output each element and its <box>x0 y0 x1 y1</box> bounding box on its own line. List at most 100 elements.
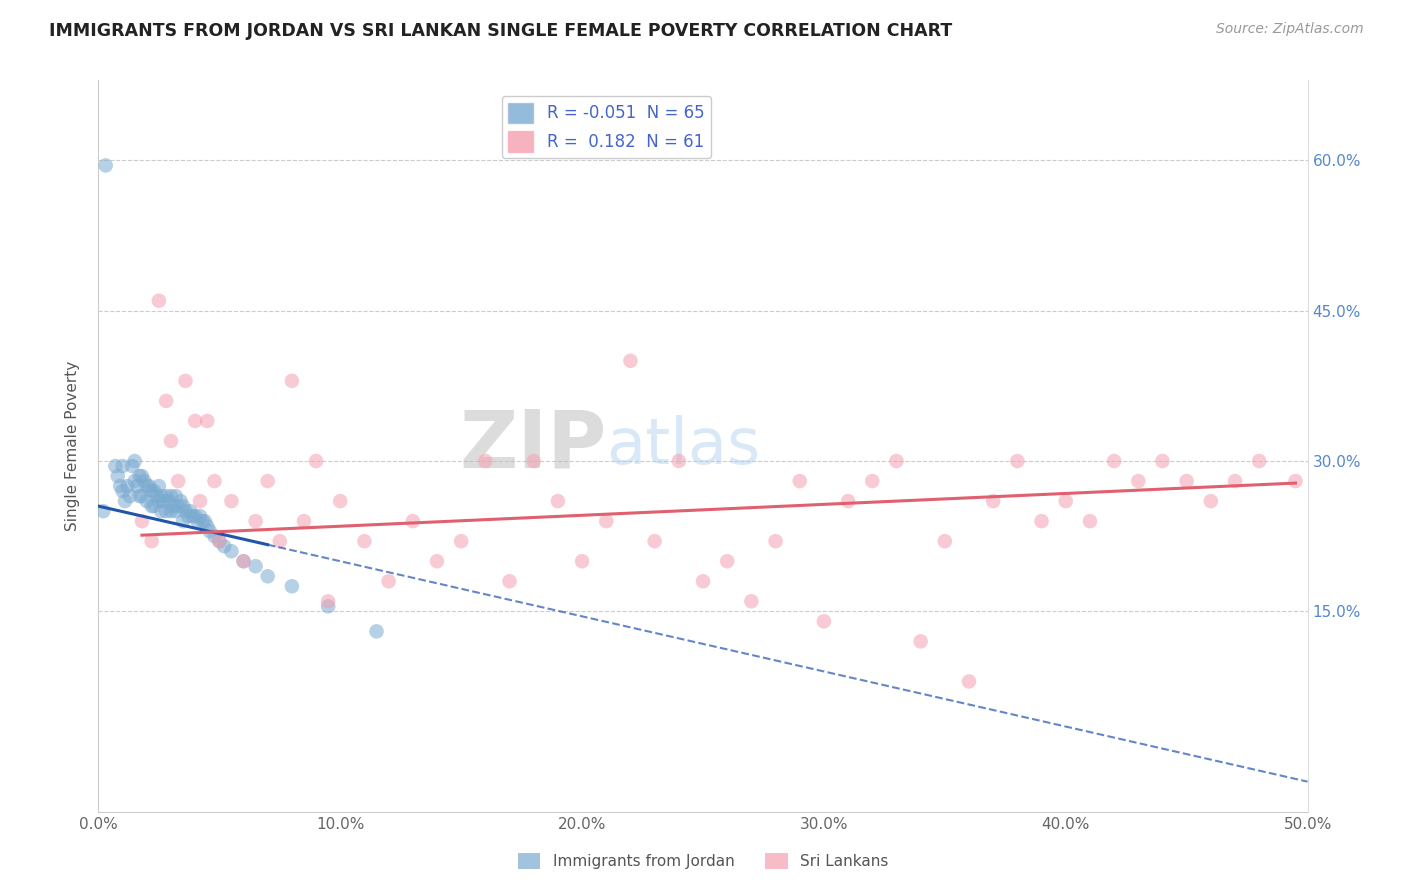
Point <box>152 494 174 508</box>
Point <box>148 494 170 508</box>
Point <box>131 514 153 528</box>
Point <box>402 514 425 528</box>
Legend: Immigrants from Jordan, Sri Lankans: Immigrants from Jordan, Sri Lankans <box>512 847 894 875</box>
Point <box>245 559 267 574</box>
Point <box>329 494 352 508</box>
Point <box>134 474 156 488</box>
Point <box>281 579 304 593</box>
Point <box>128 469 150 483</box>
Text: Source: ZipAtlas.com: Source: ZipAtlas.com <box>1216 22 1364 37</box>
Text: IMMIGRANTS FROM JORDAN VS SRI LANKAN SINGLE FEMALE POVERTY CORRELATION CHART: IMMIGRANTS FROM JORDAN VS SRI LANKAN SIN… <box>49 22 952 40</box>
Point <box>172 499 194 513</box>
Point <box>204 529 226 543</box>
Point <box>886 454 908 468</box>
Point <box>366 624 388 639</box>
Point <box>1223 474 1246 488</box>
Point <box>160 504 183 518</box>
Point <box>523 454 546 468</box>
Point <box>1031 514 1053 528</box>
Y-axis label: Single Female Poverty: Single Female Poverty <box>65 361 80 531</box>
Point <box>94 158 117 172</box>
Point <box>191 514 214 528</box>
Point <box>188 509 211 524</box>
Point <box>162 499 184 513</box>
Point <box>145 489 167 503</box>
Point <box>208 534 231 549</box>
Point <box>281 374 304 388</box>
Point <box>131 489 153 503</box>
Point <box>1102 454 1125 468</box>
Point <box>813 615 835 629</box>
Point <box>177 509 200 524</box>
Point <box>204 474 226 488</box>
Legend: R = -0.051  N = 65, R =  0.182  N = 61: R = -0.051 N = 65, R = 0.182 N = 61 <box>502 96 711 158</box>
Point <box>174 374 197 388</box>
Point <box>143 499 166 513</box>
Point <box>1054 494 1077 508</box>
Point <box>155 393 177 408</box>
Point <box>127 479 149 493</box>
Point <box>1128 474 1150 488</box>
Point <box>1249 454 1271 468</box>
Point <box>174 504 197 518</box>
Point <box>141 484 163 499</box>
Point <box>1199 494 1222 508</box>
Point <box>148 293 170 308</box>
Point <box>934 534 956 549</box>
Point <box>184 509 207 524</box>
Point <box>195 414 218 428</box>
Point <box>155 504 177 518</box>
Point <box>148 479 170 493</box>
Point <box>118 489 141 503</box>
Point <box>141 534 163 549</box>
Point <box>256 474 278 488</box>
Point <box>91 504 114 518</box>
Point <box>108 479 131 493</box>
Point <box>195 519 218 533</box>
Point <box>981 494 1004 508</box>
Point <box>765 534 787 549</box>
Point <box>131 469 153 483</box>
Point <box>644 534 666 549</box>
Point <box>194 514 217 528</box>
Point <box>198 524 221 538</box>
Point <box>172 514 194 528</box>
Point <box>498 574 520 589</box>
Point <box>837 494 859 508</box>
Point <box>121 458 143 473</box>
Point <box>128 489 150 503</box>
Point <box>188 494 211 508</box>
Point <box>256 569 278 583</box>
Point <box>212 539 235 553</box>
Point <box>1175 474 1198 488</box>
Point <box>187 514 209 528</box>
Point <box>789 474 811 488</box>
Point <box>353 534 375 549</box>
Point <box>547 494 569 508</box>
Point <box>377 574 399 589</box>
Point <box>232 554 254 568</box>
Point <box>169 494 191 508</box>
Text: ZIP: ZIP <box>458 407 606 485</box>
Point <box>111 484 134 499</box>
Point <box>910 634 932 648</box>
Text: atlas: atlas <box>606 415 761 477</box>
Point <box>305 454 328 468</box>
Point <box>160 434 183 448</box>
Point <box>860 474 883 488</box>
Point <box>111 458 134 473</box>
Point <box>124 474 146 488</box>
Point <box>668 454 690 468</box>
Point <box>167 499 190 513</box>
Point <box>104 458 127 473</box>
Point <box>138 479 160 493</box>
Point <box>114 494 136 508</box>
Point <box>165 489 187 503</box>
Point <box>107 469 129 483</box>
Point <box>167 474 190 488</box>
Point <box>143 484 166 499</box>
Point <box>165 504 187 518</box>
Point <box>135 479 157 493</box>
Point <box>160 489 183 503</box>
Point <box>716 554 738 568</box>
